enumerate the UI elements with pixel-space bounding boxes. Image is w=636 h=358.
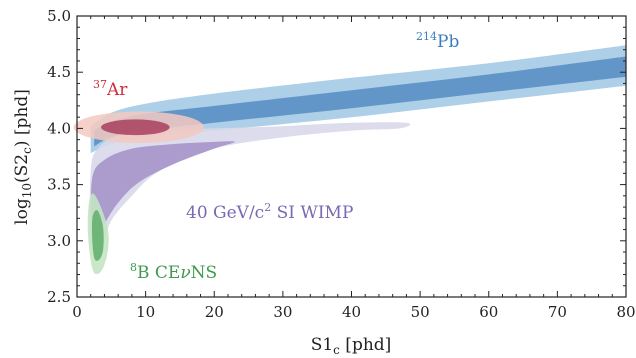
annotation-cevns: 8B CEνNS [130,261,217,283]
tick-labels: 0 10 20 30 40 50 60 70 80 2.5 3.0 3.5 4.0 4.5 5.0 [47,7,635,321]
y-tick-label: 2.5 [47,288,71,306]
region-40-gev-c2-si-wimp-inner [90,141,235,242]
y-tick-label: 4.5 [47,63,71,81]
region-214pb-inner-band [94,56,626,147]
x-tick-label: 10 [136,303,155,321]
x-axis-label: S1c [phd] [311,335,392,357]
y-tick-label: 5.0 [47,7,71,25]
y-axis-label: log10(S2c) [phd] [12,89,34,225]
x-tick-label: 30 [273,303,292,321]
signal-regions [73,45,626,275]
x-tick-label: 50 [411,303,430,321]
y-tick-label: 3.5 [47,176,71,194]
annotation-pb214: 214Pb [416,30,459,52]
region-8b-cevns-inner [91,209,104,261]
region-37ar-inner [101,119,170,136]
x-tick-label: 70 [548,303,567,321]
x-tick-label: 0 [72,303,82,321]
x-tick-label: 80 [616,303,635,321]
y-tick-label: 4.0 [47,119,71,137]
y-tick-label: 3.0 [47,232,71,250]
annotation-ar37: 37Ar [93,78,128,100]
x-tick-label: 40 [342,303,361,321]
annotation-wimp: 40 GeV/c2 SI WIMP [186,201,353,223]
x-tick-label: 20 [205,303,224,321]
x-tick-label: 60 [479,303,498,321]
axis-ticks [76,15,627,298]
